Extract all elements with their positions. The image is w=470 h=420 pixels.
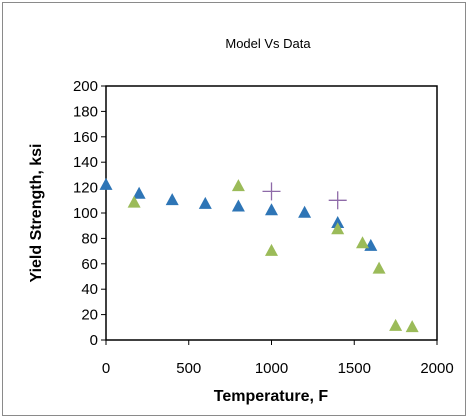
- data-point-triangle-series-2: [331, 222, 345, 235]
- y-tick-label: 80: [81, 230, 98, 247]
- data-points: [99, 177, 419, 333]
- data-point-triangle-series-2: [356, 236, 370, 249]
- y-tick-label: 100: [73, 205, 98, 222]
- x-tick-label: 2000: [420, 360, 453, 377]
- data-point-triangle-series-1: [265, 203, 278, 216]
- data-point-triangle-series-1: [198, 196, 212, 209]
- data-point-triangle-series-2: [265, 243, 278, 256]
- y-tick-label: 200: [73, 78, 98, 95]
- y-axis-ticks: 0 20 40 60 80 100 120 140 160 180 200: [73, 78, 106, 349]
- x-tick-label: 1500: [338, 360, 371, 377]
- data-point-triangle-series-1: [132, 186, 146, 199]
- x-axis-label: Temperature, F: [214, 388, 329, 405]
- data-point-triangle-series-2: [405, 320, 419, 333]
- chart-title: Model Vs Data: [225, 36, 311, 51]
- data-point-triangle-series-2: [372, 261, 386, 274]
- data-point-triangle-series-1: [99, 177, 113, 190]
- x-tick-label: 1000: [255, 360, 288, 377]
- data-point-triangle-series-2: [389, 318, 403, 331]
- data-point-triangle-series-1: [298, 205, 312, 218]
- y-tick-label: 180: [73, 103, 98, 120]
- y-tick-label: 20: [81, 307, 98, 324]
- data-point-triangle-series-1: [331, 215, 345, 228]
- y-tick-label: 120: [73, 180, 98, 197]
- y-tick-label: 0: [90, 332, 98, 349]
- x-axis-ticks: 0 500 1000 1500 2000: [102, 340, 454, 377]
- data-point-triangle-series-1: [231, 199, 245, 212]
- y-tick-label: 40: [81, 281, 98, 298]
- data-point-triangle-series-2: [127, 195, 141, 208]
- x-tick-label: 500: [176, 360, 201, 377]
- y-tick-label: 140: [73, 154, 98, 171]
- y-tick-label: 160: [73, 129, 98, 146]
- data-point-plus-series-3: [262, 182, 281, 201]
- data-point-triangle-series-1: [165, 193, 179, 206]
- data-point-triangle-series-2: [231, 179, 245, 192]
- y-axis-label: Yield Strength, ksi: [28, 144, 45, 283]
- data-point-plus-series-3: [328, 191, 347, 210]
- x-tick-label: 0: [102, 360, 110, 377]
- y-tick-label: 60: [81, 256, 98, 273]
